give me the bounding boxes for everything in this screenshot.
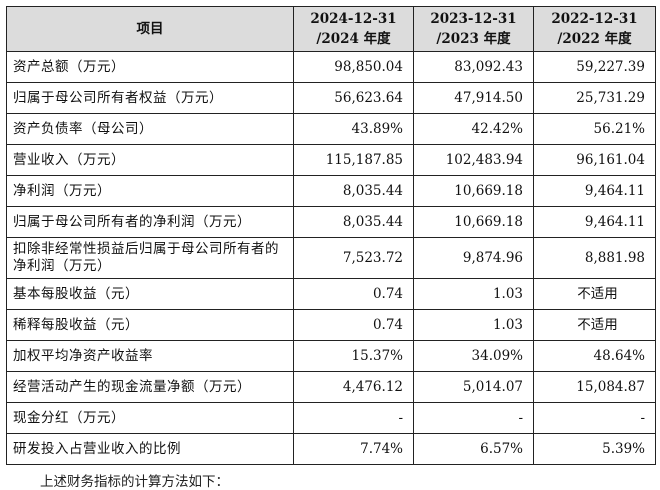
- row-label: 净利润（万元）: [6, 175, 294, 207]
- cell-2022: 9,464.11: [533, 175, 656, 207]
- header-2022-year: /2022 年度: [557, 31, 632, 47]
- table-row: 加权平均净资产收益率 15.37% 34.09% 48.64%: [6, 340, 656, 372]
- header-2023-year: /2023 年度: [436, 31, 511, 47]
- cell-2022: 不适用: [533, 278, 656, 310]
- table-row: 经营活动产生的现金流量净额（万元） 4,476.12 5,014.07 15,0…: [6, 371, 656, 403]
- cell-2023: -: [413, 402, 534, 434]
- footnote-text: 上述财务指标的计算方法如下：: [40, 474, 229, 490]
- cell-2024: 8,035.44: [293, 175, 414, 207]
- cell-2022: 48.64%: [533, 340, 656, 372]
- cell-2023: 34.09%: [413, 340, 534, 372]
- cell-2024: 115,187.85: [293, 144, 414, 176]
- table-header: 项目 2024-12-31/2024 年度 2023-12-31/2023 年度…: [6, 6, 656, 52]
- cell-2022: 96,161.04: [533, 144, 656, 176]
- header-row: 项目 2024-12-31/2024 年度 2023-12-31/2023 年度…: [6, 6, 656, 52]
- header-item-label: 项目: [136, 21, 164, 37]
- cell-2024: 0.74: [293, 309, 414, 341]
- row-label: 资产总额（万元）: [6, 51, 294, 83]
- cell-2024: 43.89%: [293, 113, 414, 145]
- cell-2023: 83,092.43: [413, 51, 534, 83]
- row-label: 归属于母公司所有者的净利润（万元）: [6, 206, 294, 238]
- cell-2022: 9,464.11: [533, 206, 656, 238]
- row-label: 经营活动产生的现金流量净额（万元）: [6, 371, 294, 403]
- table-row: 归属于母公司所有者的净利润（万元） 8,035.44 10,669.18 9,4…: [6, 206, 656, 238]
- table-row: 稀释每股收益（元） 0.74 1.03 不适用: [6, 309, 656, 341]
- cell-2022: 8,881.98: [533, 237, 656, 279]
- cell-2024: -: [293, 402, 414, 434]
- cell-2023: 6.57%: [413, 433, 534, 465]
- cell-2024: 15.37%: [293, 340, 414, 372]
- cell-2024: 98,850.04: [293, 51, 414, 83]
- cell-2024: 7,523.72: [293, 237, 414, 279]
- cell-2022: -: [533, 402, 656, 434]
- cell-2023: 5,014.07: [413, 371, 534, 403]
- cell-2022: 5.39%: [533, 433, 656, 465]
- table-row: 扣除非经常性损益后归属于母公司所有者的净利润（万元） 7,523.72 9,87…: [6, 237, 656, 279]
- row-label: 归属于母公司所有者权益（万元）: [6, 82, 294, 114]
- table-row: 基本每股收益（元） 0.74 1.03 不适用: [6, 278, 656, 310]
- header-2024-year: /2024 年度: [316, 31, 391, 47]
- header-item: 项目: [6, 6, 294, 52]
- cell-2024: 8,035.44: [293, 206, 414, 238]
- table-body: 资产总额（万元） 98,850.04 83,092.43 59,227.39 归…: [6, 51, 656, 465]
- cell-2022: 不适用: [533, 309, 656, 341]
- table-row: 研发投入占营业收入的比例 7.74% 6.57% 5.39%: [6, 433, 656, 465]
- header-2022: 2022-12-31/2022 年度: [533, 6, 656, 52]
- row-label: 现金分红（万元）: [6, 402, 294, 434]
- row-label: 基本每股收益（元）: [6, 278, 294, 310]
- cell-2023: 10,669.18: [413, 206, 534, 238]
- cell-2024: 56,623.64: [293, 82, 414, 114]
- row-label: 稀释每股收益（元）: [6, 309, 294, 341]
- header-2023-date: 2023-12-31: [430, 11, 517, 27]
- header-2024: 2024-12-31/2024 年度: [293, 6, 414, 52]
- table-row: 资产负债率（母公司） 43.89% 42.42% 56.21%: [6, 113, 656, 145]
- cell-2024: 0.74: [293, 278, 414, 310]
- table-row: 资产总额（万元） 98,850.04 83,092.43 59,227.39: [6, 51, 656, 83]
- cell-2022: 25,731.29: [533, 82, 656, 114]
- cell-2023: 9,874.96: [413, 237, 534, 279]
- header-2023: 2023-12-31/2023 年度: [413, 6, 534, 52]
- cell-2022: 59,227.39: [533, 51, 656, 83]
- cell-2022: 56.21%: [533, 113, 656, 145]
- table-row: 现金分红（万元） - - -: [6, 402, 656, 434]
- row-label: 研发投入占营业收入的比例: [6, 433, 294, 465]
- cell-2023: 10,669.18: [413, 175, 534, 207]
- table-row: 净利润（万元） 8,035.44 10,669.18 9,464.11: [6, 175, 656, 207]
- cell-2023: 47,914.50: [413, 82, 534, 114]
- row-label: 加权平均净资产收益率: [6, 340, 294, 372]
- header-2022-date: 2022-12-31: [551, 11, 638, 27]
- table-row: 营业收入（万元） 115,187.85 102,483.94 96,161.04: [6, 144, 656, 176]
- cell-2022: 15,084.87: [533, 371, 656, 403]
- row-label: 营业收入（万元）: [6, 144, 294, 176]
- header-2024-date: 2024-12-31: [310, 11, 397, 27]
- cell-2023: 42.42%: [413, 113, 534, 145]
- cell-2024: 4,476.12: [293, 371, 414, 403]
- financial-indicators-table: 项目 2024-12-31/2024 年度 2023-12-31/2023 年度…: [6, 6, 656, 465]
- cell-2023: 102,483.94: [413, 144, 534, 176]
- cell-2023: 1.03: [413, 309, 534, 341]
- table-row: 归属于母公司所有者权益（万元） 56,623.64 47,914.50 25,7…: [6, 82, 656, 114]
- row-label: 资产负债率（母公司）: [6, 113, 294, 145]
- cell-2024: 7.74%: [293, 433, 414, 465]
- cell-2023: 1.03: [413, 278, 534, 310]
- row-label: 扣除非经常性损益后归属于母公司所有者的净利润（万元）: [6, 237, 294, 279]
